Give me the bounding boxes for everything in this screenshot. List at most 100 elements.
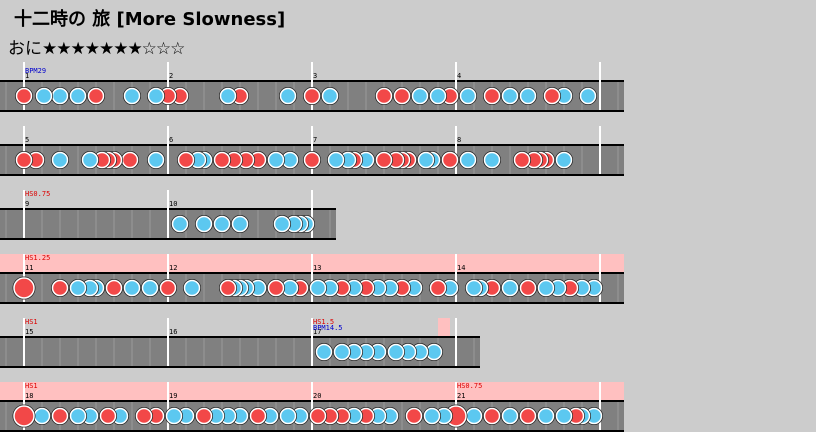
measure-number: 16 [169,328,177,336]
note [465,407,483,425]
note [51,279,69,297]
note [99,407,117,425]
speed-label: HS1.5 [313,318,334,326]
stars: ★★★★★★★☆☆☆ [42,39,185,59]
note [555,151,573,169]
measure-number: 8 [457,136,461,144]
note [81,151,99,169]
note [555,407,573,425]
note [171,215,189,233]
note [537,279,555,297]
note [13,277,35,299]
speed-label: HS1.25 [25,254,50,262]
note [579,87,597,105]
measure-number: 19 [169,392,177,400]
note [303,87,321,105]
speed-label: HS0.75 [25,190,50,198]
note [423,407,441,425]
note [519,87,537,105]
measure-number: 18 [25,392,33,400]
speed-label: HS0.75 [457,382,482,390]
note [105,279,123,297]
note [141,279,159,297]
measure-number: 13 [313,264,321,272]
note [87,87,105,105]
note [195,407,213,425]
note [51,87,69,105]
note [327,151,345,169]
note [69,87,87,105]
measure-number: 3 [313,72,317,80]
speed-label: HS1 [25,318,38,326]
note [213,215,231,233]
measure-number: 1 [25,72,29,80]
row: 9 10 HS0.75 [0,190,336,240]
measure-number: 21 [457,392,465,400]
note [483,87,501,105]
note [501,279,519,297]
difficulty: おに [8,39,42,59]
note [249,407,267,425]
row: 11 12 13 14 HS1.25 [0,254,624,304]
note [375,87,393,105]
note [417,151,435,169]
note [537,407,555,425]
note [501,87,519,105]
measure-number: 9 [25,200,29,208]
measure-number: 11 [25,264,33,272]
note [51,151,69,169]
speed-marker [438,318,450,336]
speed-label: HS1 [25,382,38,390]
row: 18 19 20 21 HS1 HS0.75 [0,382,624,432]
note [387,343,405,361]
note [441,151,459,169]
note [303,151,321,169]
note [459,87,477,105]
measure-number: 5 [25,136,29,144]
note [279,87,297,105]
note [69,279,87,297]
note [123,87,141,105]
note [405,407,423,425]
note [513,151,531,169]
note [273,215,291,233]
measure-number: 10 [169,200,177,208]
note [165,407,183,425]
note [519,279,537,297]
note [195,215,213,233]
note [33,407,51,425]
note [159,279,177,297]
speed-label: BPM29 [25,67,46,75]
note [483,151,501,169]
note [519,407,537,425]
note [147,87,165,105]
note [333,343,351,361]
note [321,87,339,105]
song-title: 十二時の 旅 [More Slowness] [14,8,285,30]
note [309,407,327,425]
measure-number: 12 [169,264,177,272]
measure-number: 14 [457,264,465,272]
note [13,405,35,427]
note [465,279,483,297]
note [183,279,201,297]
measure-number: 15 [25,328,33,336]
measure-number: 17 [313,328,321,336]
note [315,343,333,361]
note [15,87,33,105]
note [375,151,393,169]
note [267,151,285,169]
note [121,151,139,169]
note [135,407,153,425]
note [51,407,69,425]
measure-number: 7 [313,136,317,144]
note [393,87,411,105]
note [69,407,87,425]
measure-number: 6 [169,136,173,144]
note [231,215,249,233]
note [35,87,53,105]
measure-number: 2 [169,72,173,80]
